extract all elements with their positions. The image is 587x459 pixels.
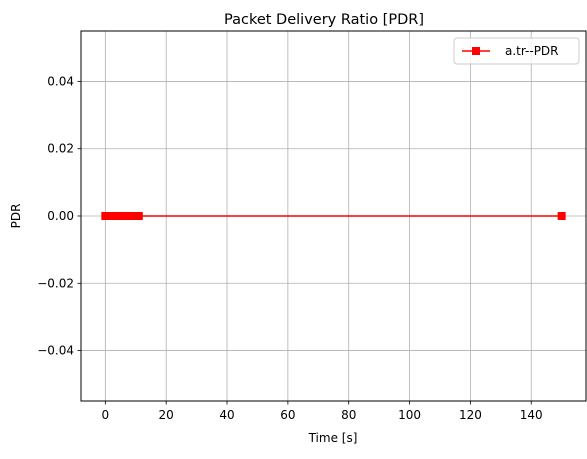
y-tick-label: −0.02 bbox=[37, 276, 74, 290]
x-tick-label: 60 bbox=[280, 408, 295, 422]
legend-box bbox=[453, 37, 580, 65]
x-tick-label: 80 bbox=[341, 408, 356, 422]
x-axis: 0 20 40 60 80 100 120 140 bbox=[102, 401, 543, 422]
series-layer bbox=[101, 212, 566, 220]
legend-label: a.tr--PDR bbox=[505, 44, 559, 58]
x-tick-label: 20 bbox=[159, 408, 174, 422]
y-tick-label: 0.04 bbox=[47, 74, 74, 88]
x-tick-label: 40 bbox=[219, 408, 234, 422]
data-point bbox=[557, 212, 566, 220]
y-tick-label: 0.02 bbox=[47, 142, 74, 156]
x-axis-label: Time [s] bbox=[308, 431, 358, 445]
legend: a.tr--PDR bbox=[453, 37, 580, 65]
y-tick-label: −0.04 bbox=[37, 344, 74, 358]
legend-marker bbox=[472, 47, 480, 55]
x-tick-label: 120 bbox=[459, 408, 482, 422]
chart-title: Packet Delivery Ratio [PDR] bbox=[224, 12, 424, 28]
x-tick-label: 100 bbox=[398, 408, 421, 422]
y-tick-label: 0.00 bbox=[47, 209, 74, 223]
x-tick-label: 140 bbox=[520, 408, 543, 422]
data-point bbox=[134, 212, 143, 220]
y-axis-label: PDR bbox=[9, 204, 23, 229]
y-axis: −0.04 −0.02 0.00 0.02 0.04 bbox=[37, 74, 81, 358]
x-tick-label: 0 bbox=[102, 408, 110, 422]
